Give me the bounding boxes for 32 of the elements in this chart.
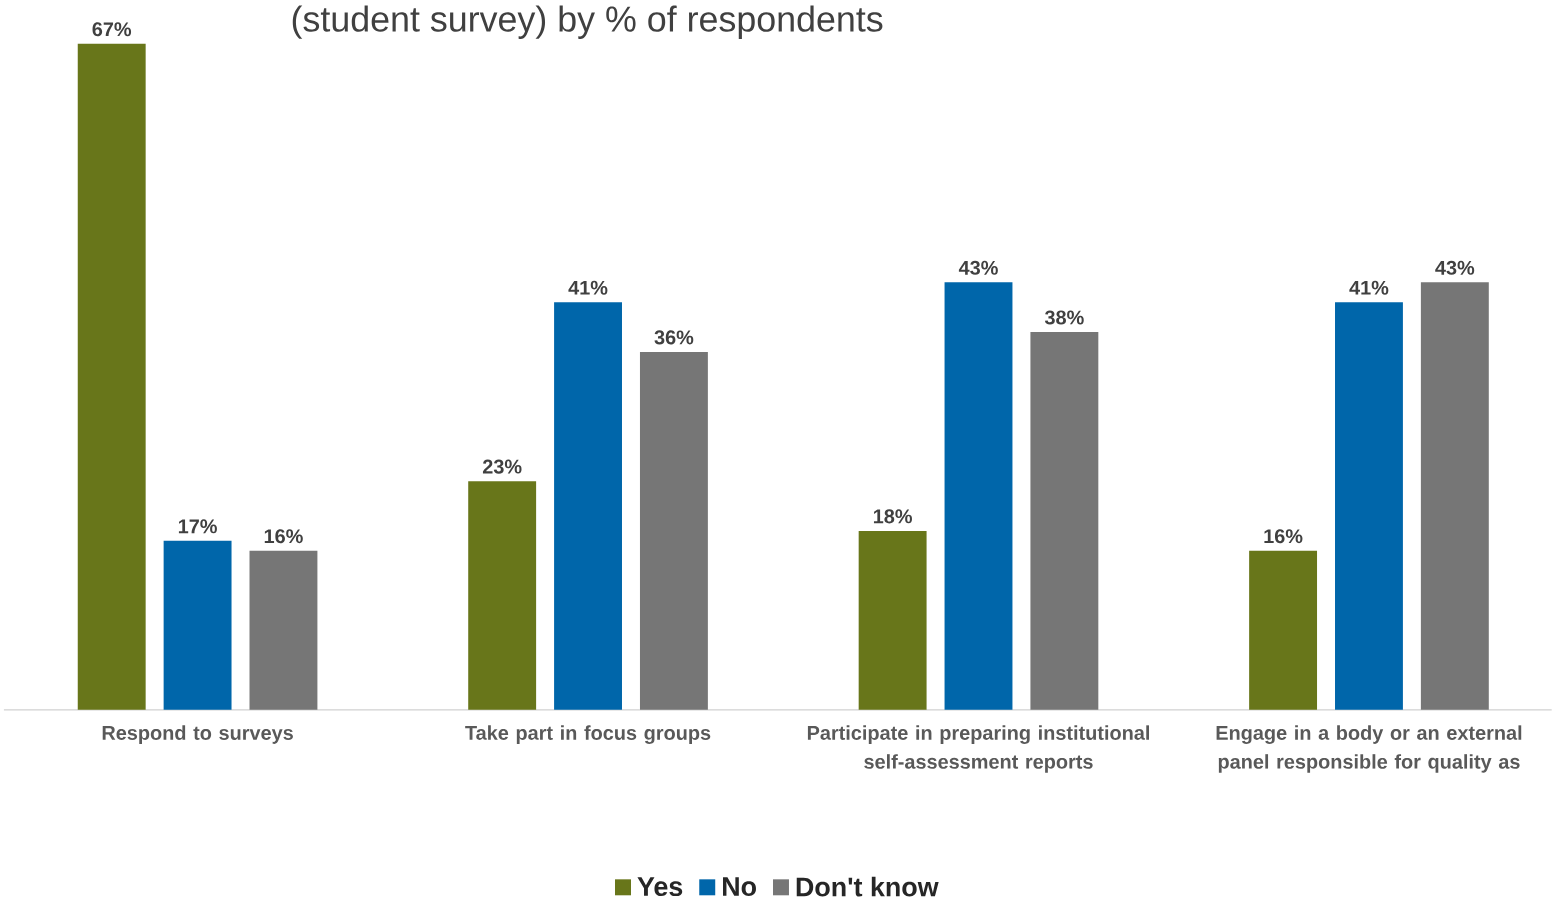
bar	[249, 550, 318, 710]
data-label: 67%	[92, 22, 132, 37]
data-label: 16%	[1264, 529, 1303, 544]
bar	[1249, 550, 1318, 710]
x-tick-label: Participate in preparing institutional self-assessment reports	[807, 725, 1149, 773]
data-label: 38%	[1044, 310, 1084, 325]
data-label: 17%	[178, 519, 217, 534]
data-label: 43%	[1435, 260, 1475, 275]
data-label: 23%	[482, 459, 522, 474]
x-tick-label: Take part in focus groups	[465, 725, 711, 745]
x-tick-label: Engage in a body or an external panel responsible for quality as	[1216, 725, 1522, 773]
data-label: 41%	[1349, 280, 1389, 295]
bar	[554, 302, 622, 710]
data-label: 36%	[654, 330, 694, 345]
bar	[468, 481, 537, 710]
bar	[858, 531, 927, 710]
data-label: 43%	[958, 260, 998, 275]
data-label: 16%	[264, 529, 303, 544]
bar	[77, 43, 146, 710]
data-label: 18%	[873, 509, 912, 524]
bar	[639, 352, 708, 710]
data-label: 41%	[568, 280, 608, 295]
legend-label: Yes	[637, 877, 683, 897]
bar	[944, 282, 1013, 710]
chart-title: (student survey) by % of respondents	[292, 5, 883, 39]
bar	[163, 540, 232, 710]
x-tick-label: Respond to surveys	[102, 725, 293, 744]
bar	[1030, 332, 1099, 710]
legend-label: Don't know	[796, 876, 939, 897]
bar	[1420, 282, 1489, 710]
bar	[1335, 302, 1403, 710]
legend-label: No	[723, 877, 756, 897]
